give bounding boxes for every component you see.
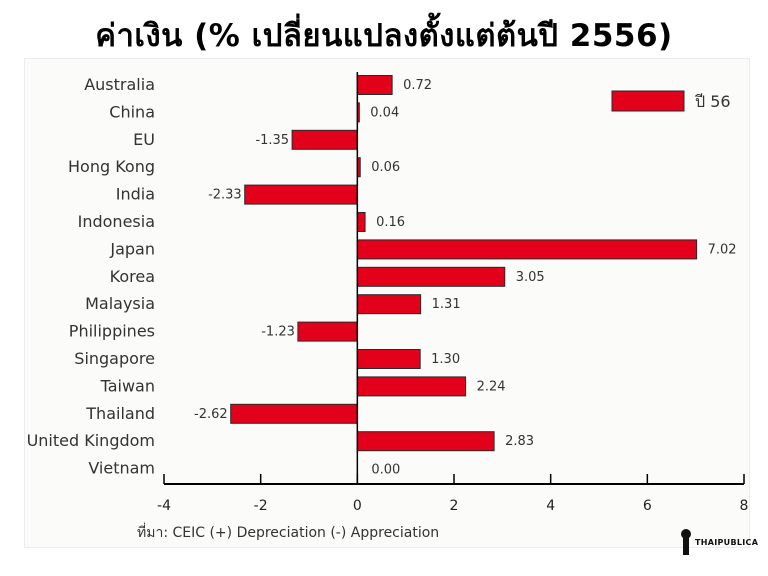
category-label-taiwan: Taiwan — [100, 376, 155, 395]
legend: ปี 56 — [611, 90, 731, 112]
value-label-japan: 7.02 — [708, 242, 737, 257]
x-tick-label-neg4: -4 — [157, 498, 171, 514]
category-label-australia: Australia — [84, 75, 155, 94]
category-label-vietnam: Vietnam — [88, 459, 155, 478]
bar-japan — [356, 239, 698, 260]
value-label-hong-kong: 0.06 — [371, 160, 400, 175]
bar-philippines — [297, 321, 358, 342]
value-label-philippines: -1.23 — [261, 325, 295, 340]
x-tick-label-4: 4 — [546, 498, 555, 514]
category-label-malaysia: Malaysia — [85, 294, 155, 313]
category-label-japan: Japan — [109, 239, 155, 258]
bar-united-kingdom — [356, 431, 495, 452]
category-label-china: China — [109, 102, 155, 121]
value-label-taiwan: 2.24 — [477, 379, 506, 394]
category-label-philippines: Philippines — [69, 322, 155, 341]
bar-malaysia — [356, 294, 422, 315]
x-axis: -4 -2 0 2 4 6 8 — [157, 72, 748, 514]
x-tick-label-0: 0 — [353, 498, 362, 514]
category-label-singapore: Singapore — [74, 349, 155, 368]
bar-australia — [356, 75, 393, 95]
bar-indonesia — [356, 212, 366, 232]
value-label-australia: 0.72 — [403, 78, 432, 93]
bar-eu — [291, 129, 358, 150]
category-label-indonesia: Indonesia — [78, 212, 155, 231]
legend-swatch — [611, 90, 685, 112]
value-label-eu: -1.35 — [255, 133, 289, 148]
x-tick-label-2: 2 — [450, 498, 459, 514]
value-label-united-kingdom: 2.83 — [505, 434, 534, 449]
value-label-korea: 3.05 — [516, 270, 545, 285]
x-tick-label-8: 8 — [740, 498, 749, 514]
labels-group: Australia 0.72 China 0.04 EU -1.35 Hong Kong 0.… — [27, 75, 737, 478]
bar-taiwan — [356, 376, 467, 397]
value-label-vietnam: 0.00 — [371, 463, 400, 478]
x-tick-label-neg2: -2 — [254, 498, 268, 514]
x-tick-label-6: 6 — [643, 498, 652, 514]
value-label-indonesia: 0.16 — [376, 215, 405, 230]
value-label-china: 0.04 — [370, 105, 399, 120]
keyhole-icon — [680, 529, 692, 555]
source-note: ที่มา: CEIC (+) Depreciation (-) Appreci… — [137, 525, 440, 541]
value-label-malaysia: 1.31 — [432, 297, 461, 312]
category-label-hong-kong: Hong Kong — [68, 157, 155, 176]
category-label-united-kingdom: United Kingdom — [27, 431, 155, 450]
category-label-india: India — [116, 185, 155, 204]
logo-text: THAIPUBLICA — [695, 537, 759, 547]
category-label-thailand: Thailand — [85, 404, 155, 423]
category-label-eu: EU — [133, 130, 155, 149]
bar-thailand — [230, 403, 358, 424]
value-label-thailand: -2.62 — [194, 407, 228, 422]
bars-group — [230, 75, 698, 452]
value-label-singapore: 1.30 — [431, 352, 460, 367]
category-label-korea: Korea — [110, 267, 155, 286]
bar-singapore — [356, 349, 421, 369]
value-label-india: -2.33 — [208, 188, 242, 203]
legend-label: ปี 56 — [695, 92, 731, 111]
thaipublica-logo: THAIPUBLICA — [680, 528, 758, 556]
bar-india — [244, 184, 358, 205]
chart-title: ค่าเงิน (% เปลี่ยนแปลงตั้งแต่ต้นปี 2556) — [95, 18, 673, 54]
bar-korea — [356, 266, 506, 287]
